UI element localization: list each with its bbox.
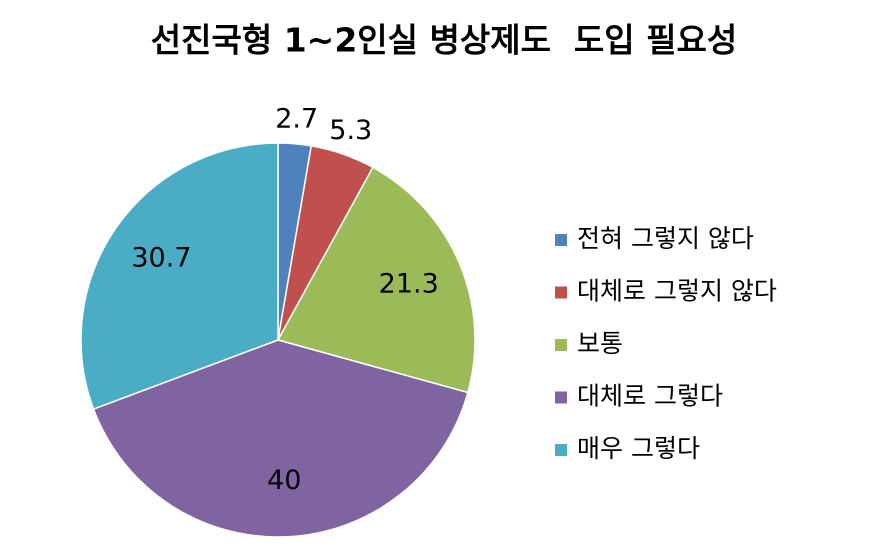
legend-swatch — [555, 391, 567, 404]
legend-swatch — [555, 339, 567, 351]
legend-label: 대체로 그렇다 — [577, 382, 723, 411]
pie-slice — [80, 142, 279, 411]
data-label: 40 — [267, 465, 301, 496]
pie-slice — [276, 166, 476, 394]
legend-label: 매우 그렇다 — [577, 434, 700, 463]
pie-slice — [92, 339, 469, 538]
data-label: 21.3 — [379, 268, 439, 299]
data-label: 2.7 — [275, 104, 318, 135]
legend-label: 전혀 그렇지 않다 — [577, 224, 754, 253]
chart-title: 선진국형 1~2인실 병상제도 도입 필요성 — [151, 21, 737, 60]
data-label: 30.7 — [131, 243, 191, 274]
legend-swatch — [555, 286, 567, 299]
legend-swatch — [555, 444, 567, 456]
legend-swatch — [555, 234, 567, 246]
data-label: 5.3 — [329, 115, 372, 146]
legend-label: 보통 — [577, 329, 623, 358]
legend-label: 대체로 그렇지 않다 — [577, 277, 777, 306]
